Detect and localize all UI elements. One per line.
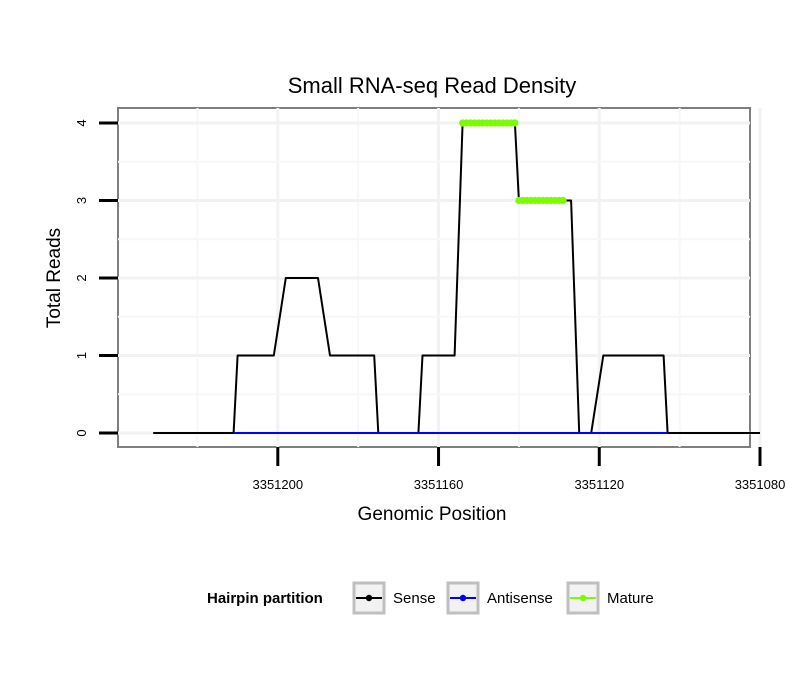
series-layer <box>153 119 760 434</box>
x-tick-label: 3351080 <box>735 477 786 492</box>
legend-title: Hairpin partition <box>207 590 323 607</box>
data-point-mature <box>559 196 567 205</box>
legend-key-point <box>459 594 467 602</box>
legend-label-antisense: Antisense <box>487 590 553 607</box>
y-tick-label: 3 <box>74 197 89 204</box>
legend: Hairpin partition Sense Antisense Mature <box>207 581 654 615</box>
x-tick-label: 3351120 <box>574 477 624 492</box>
y-axis-label: Total Reads <box>44 228 65 328</box>
y-tick-label: 4 <box>74 119 89 126</box>
legend-label-mature: Mature <box>607 590 654 607</box>
y-tick-label: 2 <box>74 274 89 281</box>
legend-label-sense: Sense <box>393 590 436 607</box>
axis-layer: 0 1 2 3 4 3351200 3351160 3351120 3351080 <box>74 119 785 492</box>
chart-title: Small RNA-seq Read Density <box>288 73 577 98</box>
legend-key-point <box>579 594 587 602</box>
y-tick-label: 1 <box>74 352 89 359</box>
series-line-sense <box>153 122 760 434</box>
legend-key-point <box>365 594 373 602</box>
y-tick-label: 0 <box>74 429 89 436</box>
x-axis-label: Genomic Position <box>358 504 507 525</box>
data-point-mature <box>511 119 519 127</box>
x-tick-label: 3351160 <box>414 477 464 492</box>
x-tick-label: 3351200 <box>252 477 303 492</box>
legend-items: Sense Antisense Mature <box>352 581 654 615</box>
